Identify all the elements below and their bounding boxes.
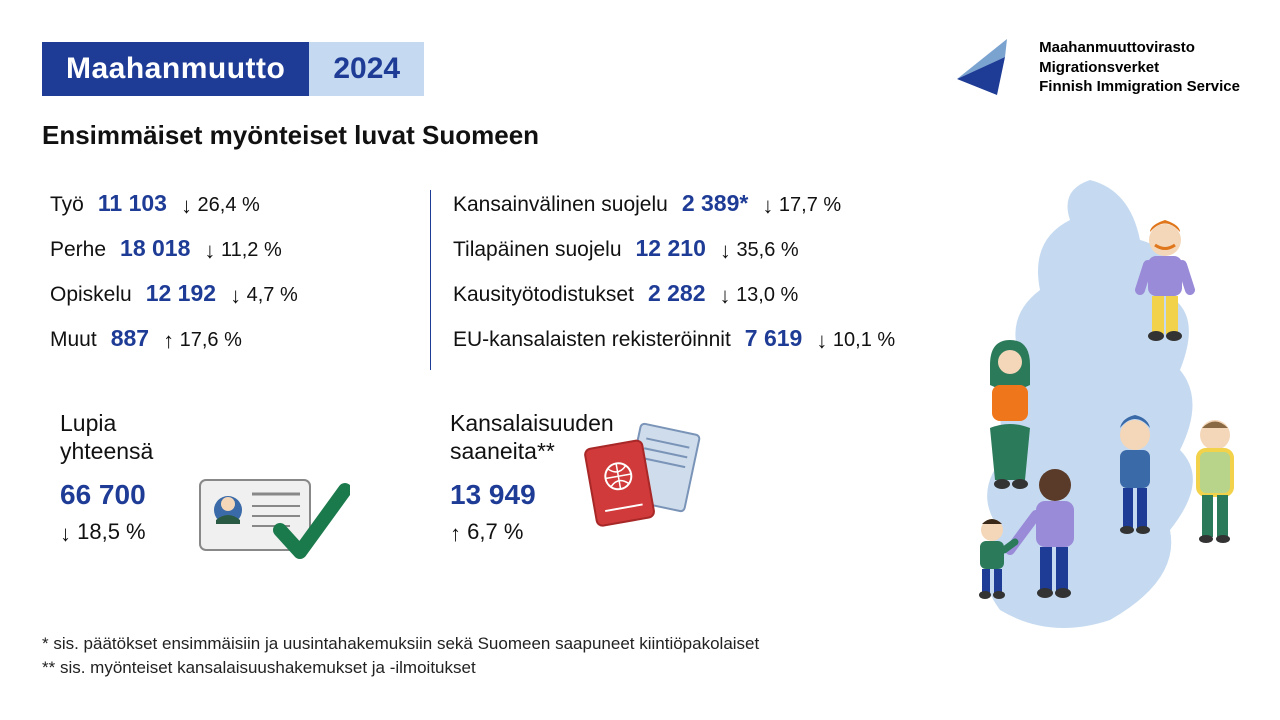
stat-label: Työ: [50, 193, 84, 217]
stat-change: ↓ 4,7 %: [230, 281, 298, 307]
logo-text: Maahanmuuttovirasto Migrationsverket Fin…: [1039, 38, 1240, 97]
total-permits: Lupia yhteensä 66 700 ↓ 18,5 %: [60, 410, 360, 545]
footnotes: * sis. päätökset ensimmäisiin ja uusinta…: [42, 632, 759, 680]
stat-value: 7 619: [745, 325, 803, 352]
stat-label: EU-kansalaisten rekisteröinnit: [453, 328, 731, 352]
logo-line3: Finnish Immigration Service: [1039, 77, 1240, 97]
stat-change: ↓ 10,1 %: [816, 326, 895, 352]
stats-column-right: Kansainvälinen suojelu 2 389* ↓ 17,7 % T…: [430, 190, 910, 370]
stat-row: Kausityötodistukset 2 282 ↓ 13,0 %: [453, 280, 910, 307]
stat-value: 12 192: [146, 280, 216, 307]
header-band: Maahanmuutto 2024: [42, 42, 424, 96]
totals-section: Lupia yhteensä 66 700 ↓ 18,5 % Kansalais…: [60, 410, 750, 545]
stat-row: Tilapäinen suojelu 12 210 ↓ 35,6 %: [453, 235, 910, 262]
stat-row: Opiskelu 12 192 ↓ 4,7 %: [50, 280, 410, 307]
passport-icon: [570, 420, 710, 530]
header-year: 2024: [309, 42, 424, 96]
stat-value: 887: [111, 325, 149, 352]
footnote-2: ** sis. myönteiset kansalaisuushakemukse…: [42, 656, 759, 680]
person-icon: [990, 340, 1030, 489]
stat-row: Työ 11 103 ↓ 26,4 %: [50, 190, 410, 217]
person-icon: [1198, 420, 1232, 543]
stat-value: 18 018: [120, 235, 190, 262]
stat-change: ↓ 11,2 %: [204, 236, 281, 262]
stat-label: Muut: [50, 328, 97, 352]
stat-row: EU-kansalaisten rekisteröinnit 7 619 ↓ 1…: [453, 325, 910, 352]
people-finland-illustration: [930, 170, 1260, 650]
logo-line2: Migrationsverket: [1039, 58, 1240, 78]
stat-change: ↑ 17,6 %: [163, 326, 242, 352]
stats-column-left: Työ 11 103 ↓ 26,4 % Perhe 18 018 ↓ 11,2 …: [50, 190, 410, 370]
stat-label: Perhe: [50, 238, 106, 262]
stat-row: Perhe 18 018 ↓ 11,2 %: [50, 235, 410, 262]
total-title: Lupia yhteensä: [60, 410, 360, 465]
header-title: Maahanmuutto: [42, 42, 309, 96]
stat-value: 2 389*: [682, 190, 749, 217]
stat-label: Kausityötodistukset: [453, 283, 634, 307]
stat-change: ↓ 13,0 %: [720, 281, 799, 307]
agency-logo: Maahanmuuttovirasto Migrationsverket Fin…: [957, 38, 1240, 97]
stat-value: 12 210: [636, 235, 706, 262]
stat-value: 2 282: [648, 280, 706, 307]
logo-line1: Maahanmuuttovirasto: [1039, 38, 1240, 58]
stat-change: ↓ 17,7 %: [762, 191, 841, 217]
stat-value: 11 103: [98, 190, 167, 217]
stat-label: Tilapäinen suojelu: [453, 238, 622, 262]
logo-arrow-icon: [957, 39, 1027, 95]
total-citizenship: Kansalaisuuden saaneita** 13 949 ↑ 6,7 %: [450, 410, 750, 545]
stat-row: Kansainvälinen suojelu 2 389* ↓ 17,7 %: [453, 190, 910, 217]
stat-change: ↓ 35,6 %: [720, 236, 799, 262]
stat-row: Muut 887 ↑ 17,6 %: [50, 325, 410, 352]
stat-change: ↓ 26,4 %: [181, 191, 260, 217]
subtitle: Ensimmäiset myönteiset luvat Suomeen: [42, 120, 539, 151]
stat-label: Kansainvälinen suojelu: [453, 193, 668, 217]
permit-card-icon: [190, 460, 350, 570]
footnote-1: * sis. päätökset ensimmäisiin ja uusinta…: [42, 632, 759, 656]
stat-label: Opiskelu: [50, 283, 132, 307]
